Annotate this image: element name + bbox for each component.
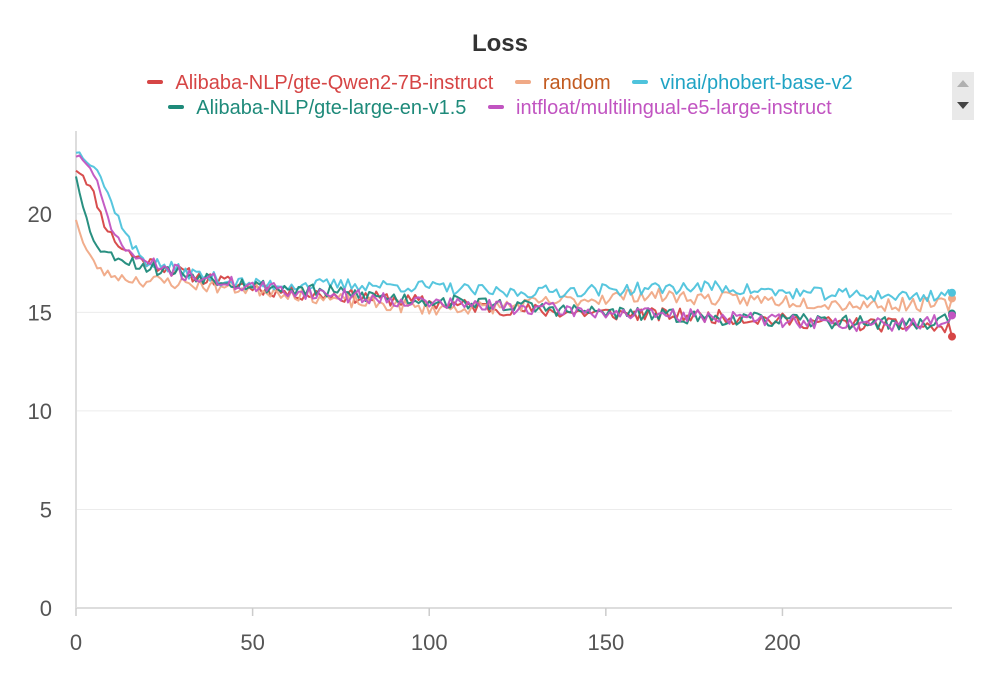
chart-title: Loss [471,30,528,57]
axis-layer [75,131,952,616]
series-end-point-1 [948,294,956,303]
legend-label: vinai/phobert-base-v2 [660,72,853,94]
grid-layer [76,213,952,510]
legend-swatch [632,79,649,84]
series-end-point-2 [948,288,956,297]
scroll-down-icon[interactable] [957,102,969,109]
legend-item-phobert[interactable]: vinai/phobert-base-v2 [632,72,853,95]
series-end-point-0 [948,332,956,341]
legend-scrollbar[interactable] [952,72,974,120]
y-tick-label: 10 [28,399,52,424]
series-layer [75,151,956,341]
legend-item-gte-qwen2[interactable]: Alibaba-NLP/gte-Qwen2-7B-instruct [147,72,493,95]
y-tick-label: 0 [40,596,52,621]
scroll-up-icon[interactable] [957,80,969,87]
legend-swatch [488,104,504,109]
series-line-4 [75,154,953,333]
legend-item-random[interactable]: random [514,72,611,95]
legend-item-e5-large[interactable]: intfloat/multilingual-e5-large-instruct [488,97,832,120]
series-line-1 [75,219,953,316]
series-end-point-4 [948,311,956,320]
y-tick-label: 20 [28,202,52,227]
x-tick-label: 100 [411,630,448,655]
x-tick-label: 50 [240,630,264,655]
legend-swatch [514,79,531,84]
legend-swatch [147,79,164,84]
legend-label: Alibaba-NLP/gte-Qwen2-7B-instruct [175,72,494,94]
x-tick-label: 200 [764,630,801,655]
legend-label: random [542,72,611,94]
series-line-3 [75,176,953,331]
legend-swatch [168,104,185,109]
legend-label: intfloat/multilingual-e5-large-instruct [516,97,832,119]
legend-label: Alibaba-NLP/gte-large-en-v1.5 [196,97,467,119]
x-tick-label: 0 [70,630,82,655]
legend-row-2: Alibaba-NLP/gte-large-en-v1.5 intfloat/m… [0,97,1000,120]
y-tick-label: 5 [40,497,52,522]
legend-item-gte-large[interactable]: Alibaba-NLP/gte-large-en-v1.5 [168,97,466,120]
legend-row-1: Alibaba-NLP/gte-Qwen2-7B-instruct random… [0,72,1000,95]
y-tick-label: 15 [28,300,52,325]
x-tick-label: 150 [587,630,624,655]
